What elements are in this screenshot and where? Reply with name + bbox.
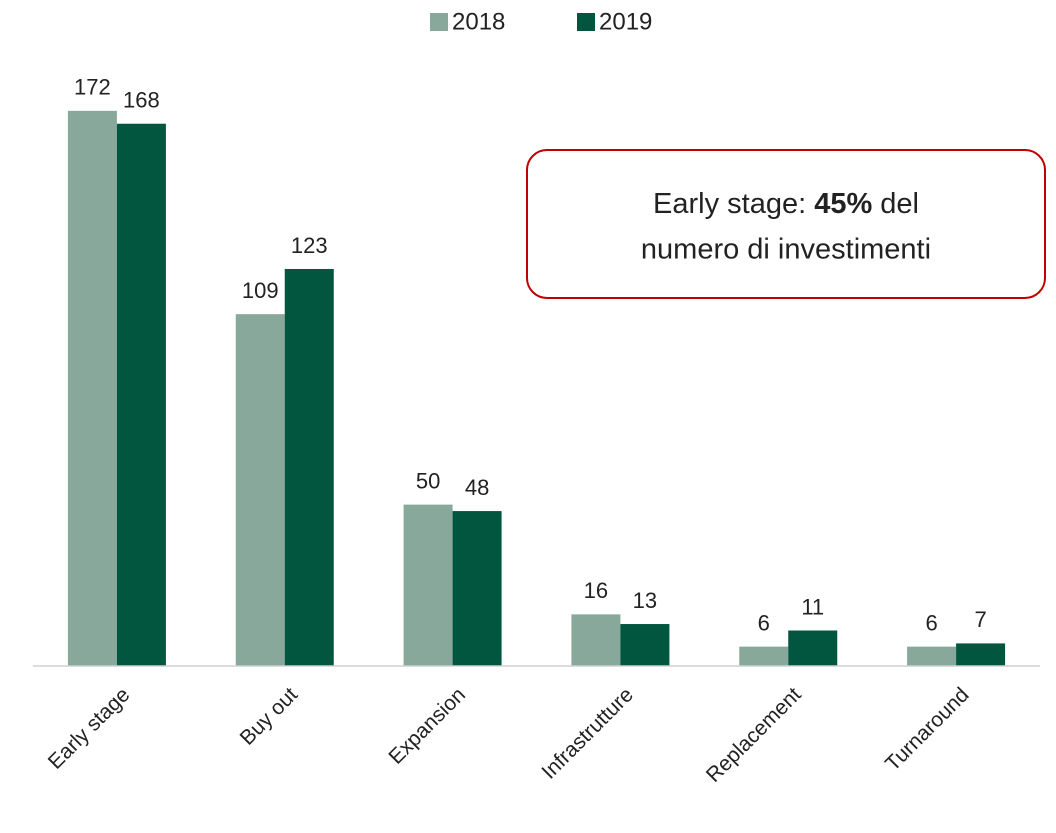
value-label: 7: [974, 607, 986, 632]
value-label: 123: [291, 233, 328, 258]
value-label: 109: [242, 278, 279, 303]
bar: [907, 646, 957, 666]
legend-label: 2018: [452, 8, 505, 35]
bar: [571, 614, 621, 666]
annotation: Early stage: 45% del: [653, 188, 919, 220]
value-label: 48: [465, 475, 489, 500]
legend-swatch: [577, 13, 595, 31]
legend-swatch: [430, 13, 448, 31]
value-label: 6: [758, 610, 770, 635]
annotation-box: [526, 149, 1046, 299]
annotation-bold: 45%: [814, 188, 872, 220]
x-tick-label: Early stage: [44, 683, 135, 774]
bar: [284, 268, 334, 666]
x-tick-label: Infrastrutture: [537, 683, 637, 783]
annotation-text: Early stage:: [653, 188, 806, 220]
annotation-text: del: [880, 188, 919, 220]
annotation-line: numero di investimenti: [641, 234, 931, 266]
value-label: 16: [584, 578, 608, 603]
x-tick-label: Expansion: [384, 683, 470, 769]
legend-label: 2019: [599, 8, 652, 35]
value-label: 13: [633, 588, 657, 613]
x-tick-label: Turnaround: [881, 683, 973, 775]
bar: [788, 630, 838, 666]
bar: [235, 314, 285, 666]
value-label: 6: [925, 610, 937, 635]
bar: [739, 646, 789, 666]
bar: [956, 643, 1006, 666]
bar: [452, 511, 502, 666]
bar: [620, 624, 670, 666]
value-label: 50: [416, 468, 440, 493]
value-label: 172: [74, 75, 111, 100]
bar: [403, 504, 453, 666]
bar: [116, 123, 166, 666]
x-tick-label: Buy out: [236, 683, 303, 750]
bar: [67, 110, 117, 667]
x-tick-label: Replacement: [702, 683, 806, 787]
value-label: 11: [801, 594, 824, 619]
value-label: 168: [123, 88, 160, 113]
